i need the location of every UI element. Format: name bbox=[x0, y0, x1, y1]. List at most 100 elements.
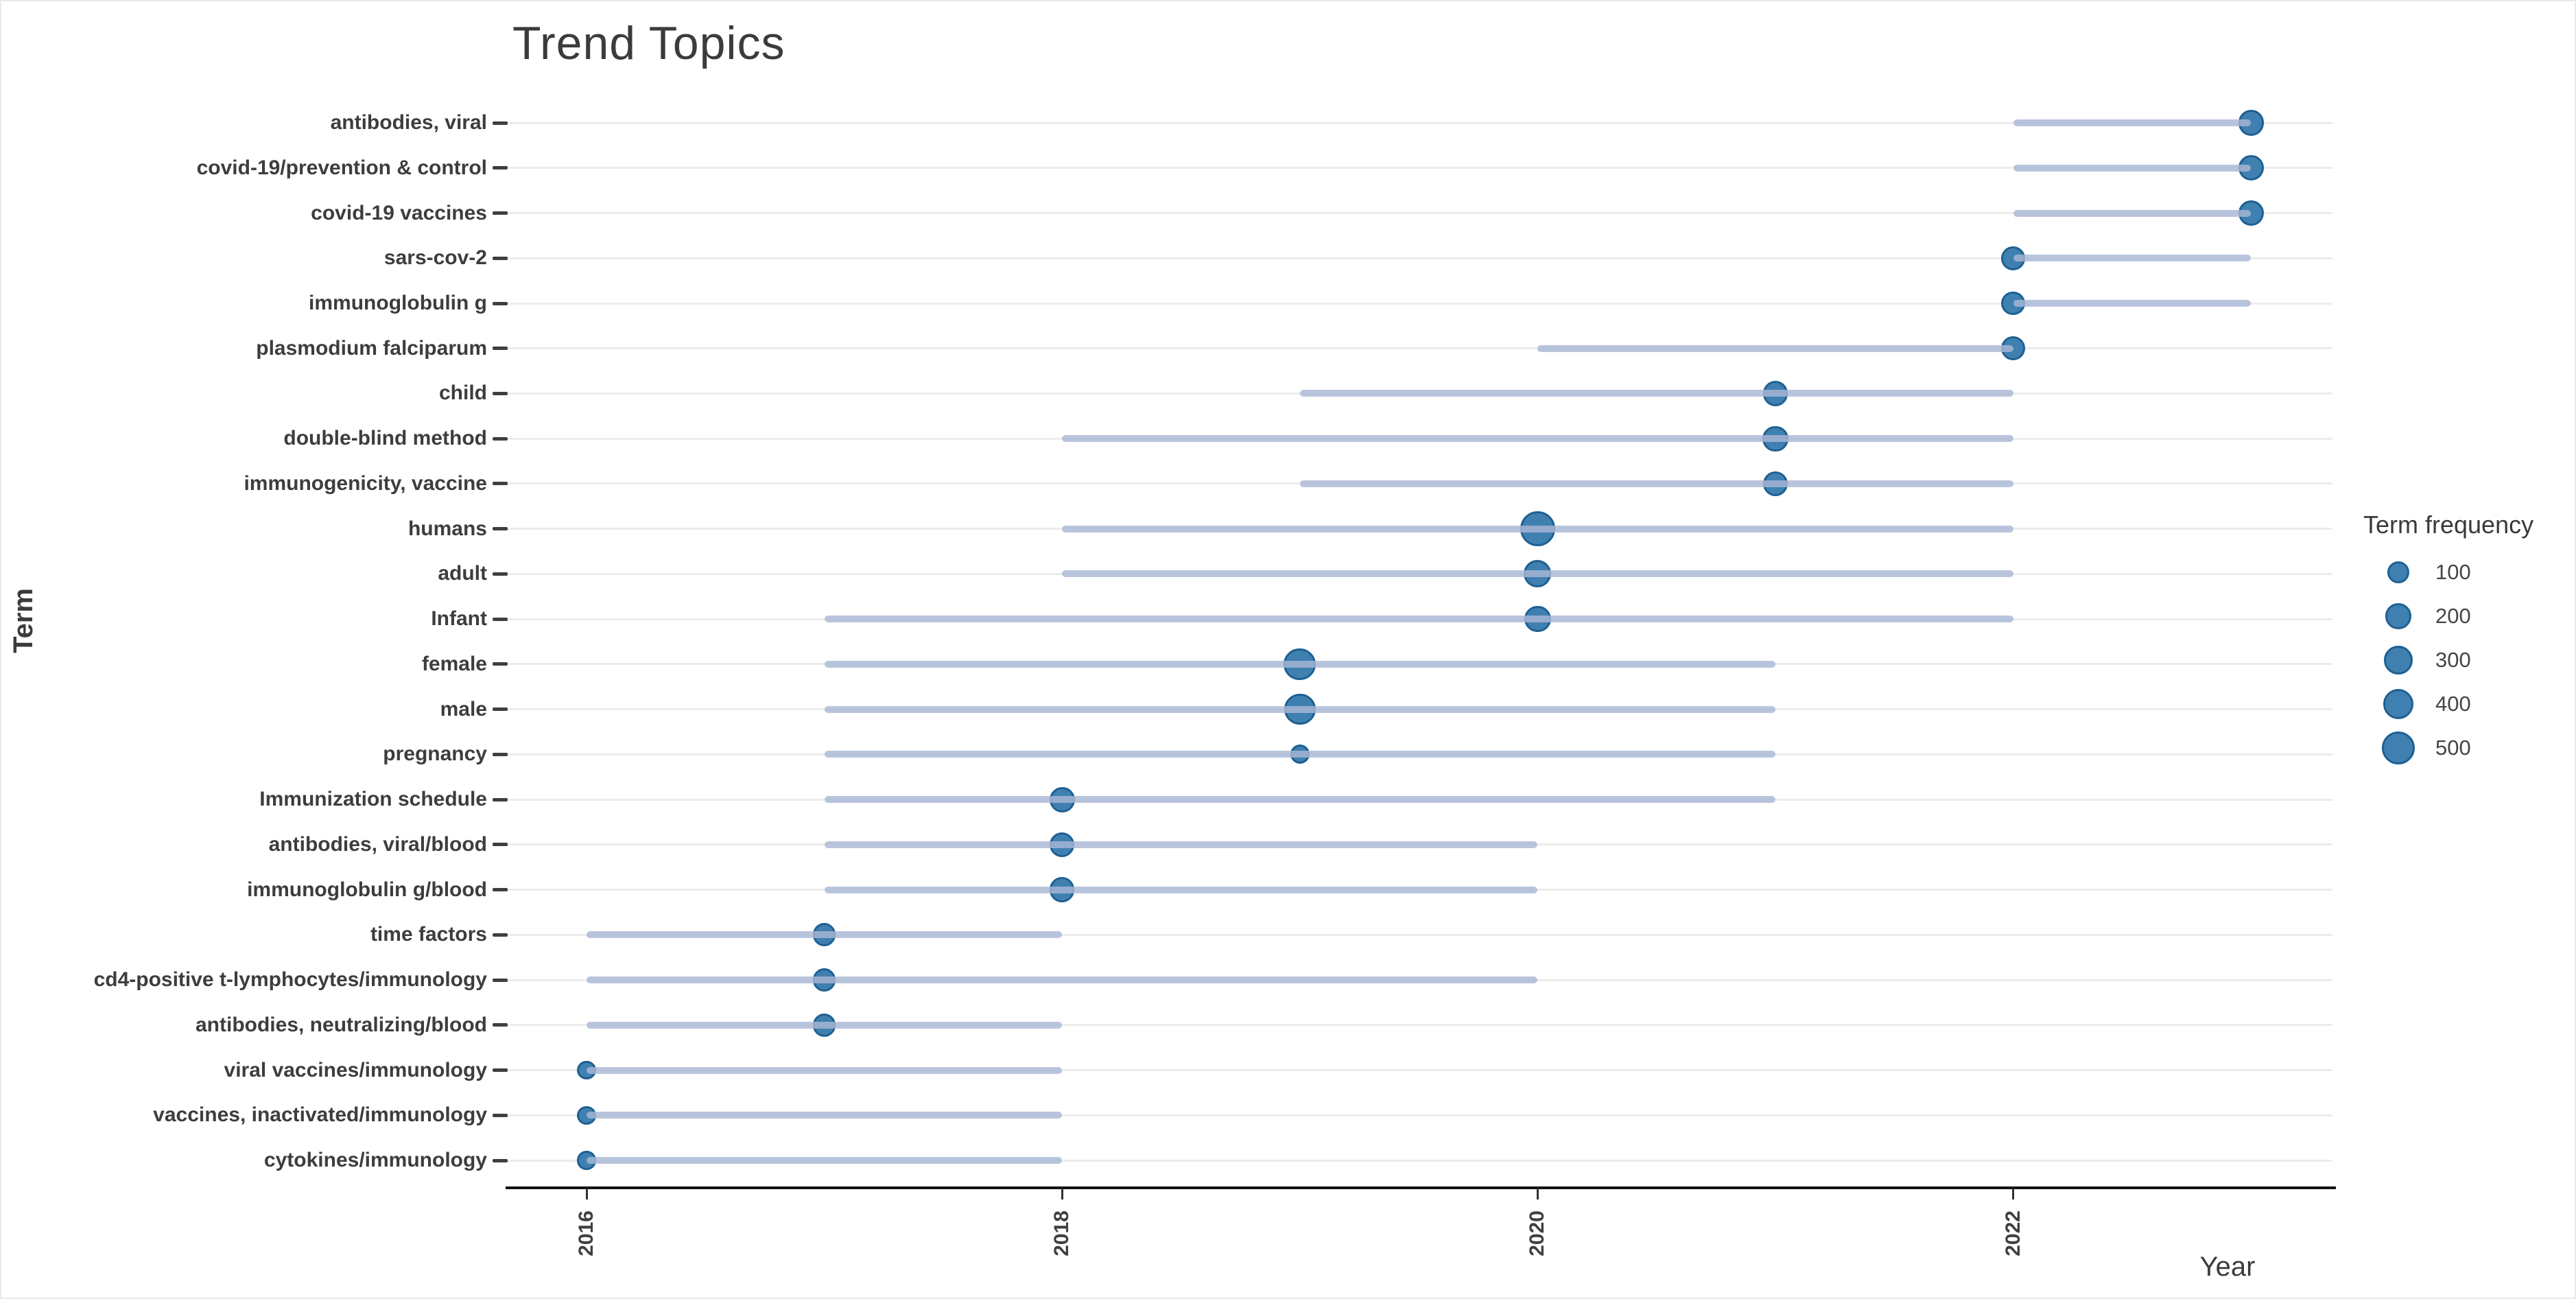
term-range-line bbox=[824, 751, 1775, 758]
term-range-line bbox=[2013, 255, 2252, 262]
term-range-line bbox=[1299, 390, 2013, 397]
y-axis-tick bbox=[493, 482, 508, 486]
y-axis-tick bbox=[493, 978, 508, 982]
y-axis-tick bbox=[493, 121, 508, 125]
x-axis-line bbox=[506, 1186, 2336, 1189]
y-axis-term-label: female bbox=[421, 652, 487, 675]
y-axis-tick bbox=[493, 1023, 508, 1027]
x-axis-title: Year bbox=[2199, 1252, 2256, 1282]
legend-value-label: 100 bbox=[2435, 560, 2471, 584]
row-gridline bbox=[508, 212, 2332, 214]
y-axis-tick bbox=[493, 797, 508, 801]
y-axis-term-label: cd4-positive t-lymphocytes/immunology bbox=[93, 968, 487, 992]
y-axis-tick bbox=[493, 211, 508, 215]
y-axis-tick bbox=[493, 1158, 508, 1162]
y-axis-term-label: immunogenicity, vaccine bbox=[244, 471, 487, 495]
term-range-line bbox=[587, 1021, 1063, 1029]
y-axis-title: Term bbox=[8, 588, 38, 653]
term-range-line bbox=[1062, 435, 2013, 443]
row-gridline bbox=[508, 167, 2332, 169]
term-range-line bbox=[824, 886, 1538, 893]
y-axis-term-label: covid-19/prevention & control bbox=[196, 156, 487, 179]
y-axis-tick bbox=[493, 572, 508, 576]
x-axis-tick-label: 2018 bbox=[1050, 1210, 1074, 1256]
y-axis-tick bbox=[493, 707, 508, 712]
y-axis-term-label: child bbox=[438, 382, 487, 405]
x-axis-tick-label: 2020 bbox=[1526, 1210, 1549, 1256]
y-axis-term-label: adult bbox=[438, 562, 487, 585]
row-gridline bbox=[508, 1159, 2332, 1162]
y-axis-tick bbox=[493, 662, 508, 666]
term-range-line bbox=[824, 616, 2013, 623]
term-range-line bbox=[1062, 525, 2013, 533]
y-axis-tick bbox=[493, 166, 508, 170]
term-range-line bbox=[587, 1112, 1063, 1119]
y-axis-term-label: antibodies, neutralizing/blood bbox=[196, 1013, 487, 1036]
legend-value-label: 400 bbox=[2435, 692, 2471, 716]
x-axis-tick bbox=[1536, 1189, 1539, 1199]
x-axis-tick bbox=[585, 1189, 588, 1199]
y-axis-term-label: antibodies, viral/blood bbox=[268, 832, 487, 856]
term-range-line bbox=[587, 976, 1538, 984]
y-axis-tick bbox=[493, 1113, 508, 1117]
y-axis-term-label: Immunization schedule bbox=[259, 788, 487, 811]
y-axis-tick bbox=[493, 256, 508, 260]
term-range-line bbox=[587, 1157, 1063, 1164]
y-axis-tick bbox=[493, 301, 508, 305]
row-gridline bbox=[508, 347, 2332, 350]
y-axis-term-label: time factors bbox=[370, 923, 487, 946]
y-axis-tick bbox=[493, 933, 508, 937]
y-axis-tick bbox=[493, 347, 508, 351]
y-axis-term-label: Infant bbox=[431, 607, 487, 631]
y-axis-tick bbox=[493, 752, 508, 756]
legend-title: Term frequency bbox=[2363, 511, 2534, 539]
term-range-line bbox=[2013, 209, 2252, 217]
legend-bubble bbox=[2387, 561, 2409, 583]
y-axis-term-label: vaccines, inactivated/immunology bbox=[153, 1103, 487, 1127]
row-gridline bbox=[508, 1114, 2332, 1116]
chart-title: Trend Topics bbox=[512, 17, 785, 69]
y-axis-tick bbox=[493, 888, 508, 892]
row-gridline bbox=[508, 257, 2332, 259]
row-gridline bbox=[508, 933, 2332, 936]
y-axis-term-label: cytokines/immunology bbox=[263, 1149, 487, 1171]
legend-bubble bbox=[2383, 688, 2414, 720]
term-range-line bbox=[2013, 300, 2252, 307]
y-axis-term-label: immunoglobulin g bbox=[309, 292, 487, 314]
y-axis-term-label: antibodies, viral bbox=[330, 111, 487, 134]
x-axis-tick bbox=[2012, 1189, 2015, 1199]
y-axis-tick bbox=[493, 1068, 508, 1072]
legend-value-label: 500 bbox=[2435, 736, 2471, 760]
row-gridline bbox=[508, 1024, 2332, 1027]
y-axis-tick bbox=[493, 843, 508, 847]
row-gridline bbox=[508, 302, 2332, 305]
x-axis-tick bbox=[1061, 1189, 1063, 1199]
row-gridline bbox=[508, 1069, 2332, 1071]
y-axis-term-label: immunoglobulin g/blood bbox=[247, 878, 487, 901]
x-axis-tick-label: 2022 bbox=[2001, 1210, 2024, 1256]
y-axis-tick bbox=[493, 527, 508, 531]
term-range-line bbox=[2013, 164, 2252, 172]
y-axis-term-label: pregnancy bbox=[383, 742, 487, 766]
y-axis-tick bbox=[493, 391, 508, 395]
y-axis-term-label: male bbox=[440, 697, 487, 721]
legend-bubble bbox=[2382, 732, 2415, 764]
term-range-line bbox=[1062, 570, 2013, 578]
y-axis-term-label: humans bbox=[407, 517, 487, 540]
term-range-line bbox=[587, 931, 1063, 939]
term-range-line bbox=[824, 841, 1538, 848]
legend-bubble bbox=[2384, 646, 2413, 675]
legend-value-label: 300 bbox=[2435, 648, 2471, 672]
term-range-line bbox=[1537, 344, 2013, 352]
term-range-line bbox=[2013, 119, 2252, 126]
y-axis-term-label: plasmodium falciparum bbox=[256, 336, 487, 360]
term-range-line bbox=[1299, 480, 2013, 487]
y-axis-tick bbox=[493, 436, 508, 441]
y-axis-term-label: double-blind method bbox=[283, 427, 487, 450]
y-axis-term-label: covid-19 vaccines bbox=[311, 201, 487, 224]
y-axis-tick bbox=[493, 617, 508, 621]
x-axis-tick-label: 2016 bbox=[575, 1210, 598, 1256]
row-gridline bbox=[508, 121, 2332, 124]
y-axis-term-label: viral vaccines/immunology bbox=[224, 1058, 487, 1081]
